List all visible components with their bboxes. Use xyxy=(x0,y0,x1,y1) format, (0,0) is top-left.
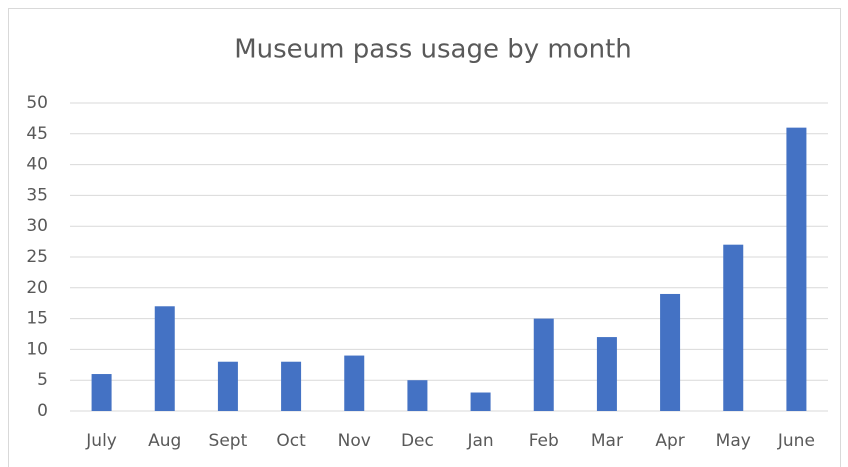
bar xyxy=(533,318,554,411)
bar xyxy=(154,306,175,411)
y-tick-label: 50 xyxy=(26,93,48,113)
y-tick-label: 25 xyxy=(26,247,48,267)
bar xyxy=(723,244,744,411)
bar xyxy=(91,374,112,411)
x-tick-label: Apr xyxy=(655,431,684,451)
bar xyxy=(470,392,491,411)
bar xyxy=(596,337,617,411)
bar xyxy=(217,361,238,411)
y-tick-label: 15 xyxy=(26,309,48,329)
y-tick-label: 35 xyxy=(26,185,48,205)
bar xyxy=(281,361,302,411)
x-tick-label: Jan xyxy=(466,431,493,451)
y-tick-label: 30 xyxy=(26,216,48,236)
y-tick-label: 0 xyxy=(37,401,48,421)
y-tick-label: 5 xyxy=(37,370,48,390)
bar xyxy=(344,355,365,411)
bar xyxy=(660,293,681,411)
x-tick-label: Nov xyxy=(338,431,371,451)
x-tick-label: Aug xyxy=(148,431,181,451)
bar xyxy=(407,380,428,411)
x-tick-label: Sept xyxy=(209,431,248,451)
x-tick-label: Mar xyxy=(591,431,623,451)
y-tick-label: 20 xyxy=(26,278,48,298)
chart-title: Museum pass usage by month xyxy=(234,35,632,65)
x-tick-label: Oct xyxy=(276,431,306,451)
y-tick-label: 45 xyxy=(26,124,48,144)
x-tick-label: Feb xyxy=(529,431,559,451)
bar xyxy=(786,127,807,411)
x-tick-label: May xyxy=(716,431,751,451)
x-tick-label: July xyxy=(85,431,117,451)
x-tick-label: June xyxy=(777,431,815,451)
y-tick-label: 10 xyxy=(26,339,48,359)
y-tick-label: 40 xyxy=(26,155,48,175)
x-tick-label: Dec xyxy=(401,431,434,451)
